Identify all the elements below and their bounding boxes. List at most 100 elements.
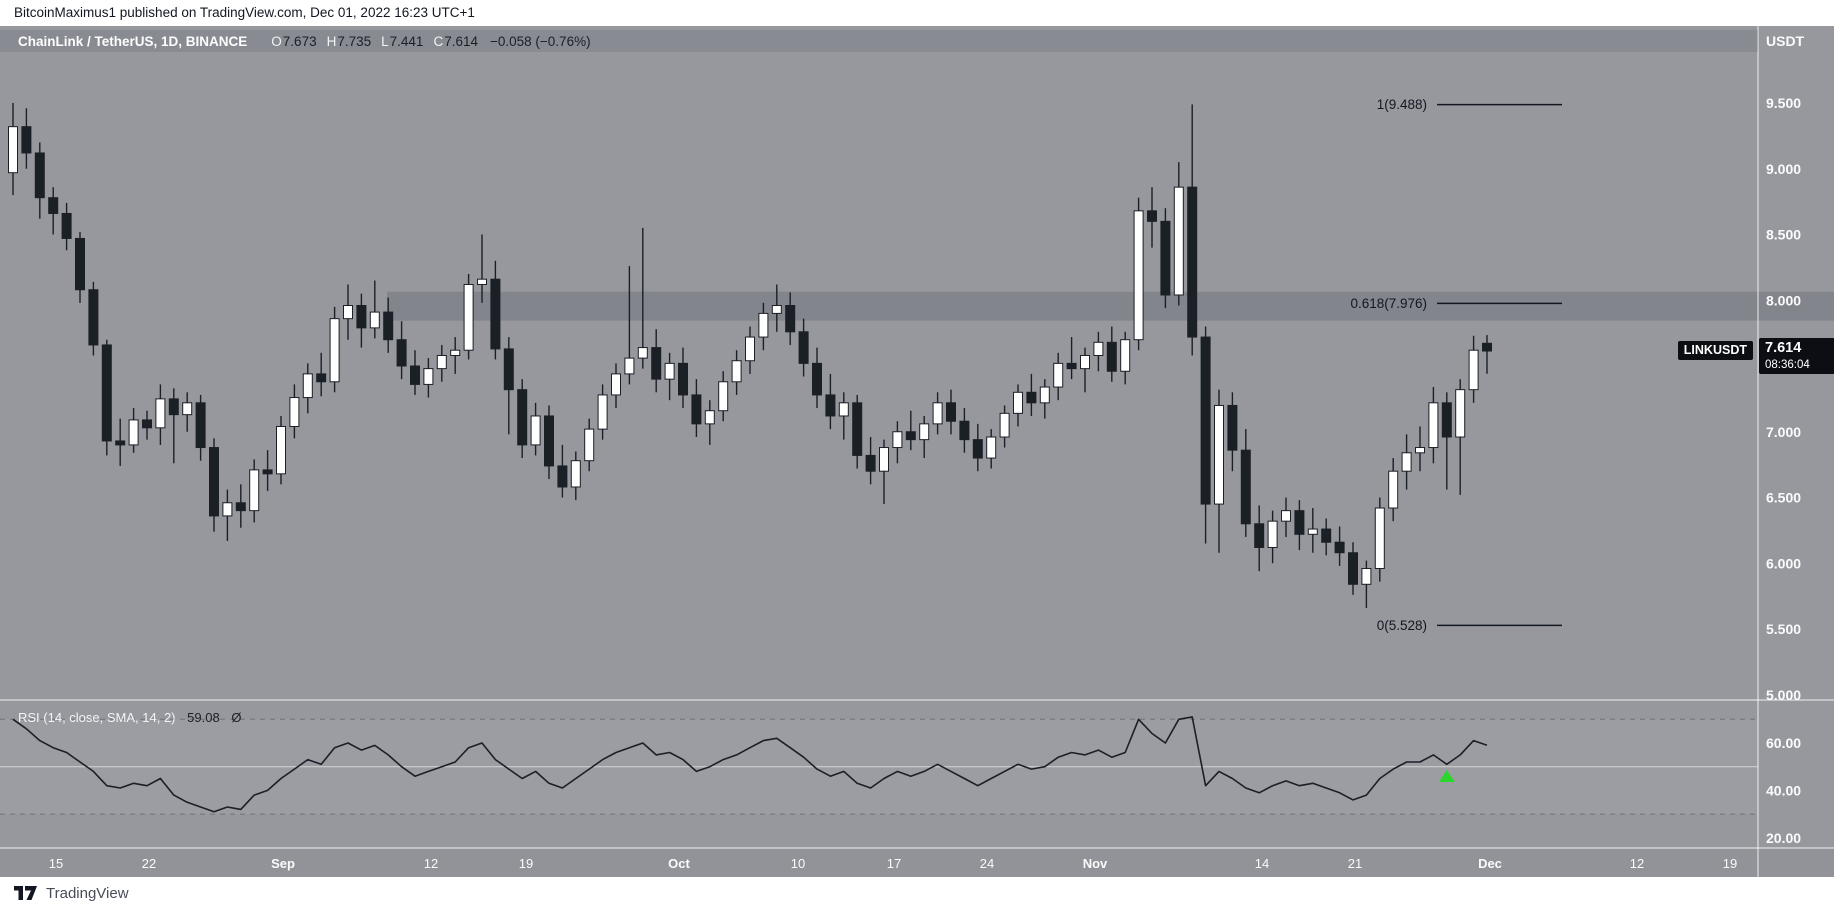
time-axis-month-tick: Nov [1083, 856, 1108, 871]
candle [1374, 497, 1385, 582]
candle [209, 438, 219, 532]
low-label: L [381, 33, 389, 49]
candle [343, 284, 353, 340]
candle [1013, 384, 1023, 427]
candle [182, 392, 193, 432]
price-axis-currency: USDT [1766, 33, 1805, 49]
candle [678, 347, 688, 409]
price-axis[interactable]: USDT9.5009.0008.5008.0007.5007.0006.5006… [1766, 33, 1805, 846]
candle [222, 489, 233, 541]
candle [691, 379, 702, 438]
candle [892, 421, 903, 464]
candle [624, 266, 635, 385]
candle [771, 284, 782, 332]
candle [1093, 331, 1104, 372]
rsi-pane [0, 716, 1758, 815]
time-axis[interactable]: 15 22 Sep 12 19 Oct 10 17 24 Nov 14 21 Dec 12 19 [49, 856, 1737, 871]
tradingview-logo-icon[interactable] [14, 885, 38, 901]
candle [1482, 335, 1492, 374]
time-axis-month-tick: Dec [1478, 856, 1502, 871]
price-axis-tick: 9.500 [1766, 95, 1801, 111]
candle [235, 484, 246, 528]
candle [128, 408, 139, 453]
candle [1106, 326, 1117, 382]
candle [758, 302, 769, 351]
candle [450, 337, 461, 374]
candle [530, 402, 541, 456]
candle [651, 329, 662, 393]
low-value: 7.441 [389, 33, 424, 49]
candle [1388, 458, 1399, 522]
candle [477, 234, 487, 303]
candle [1415, 426, 1425, 472]
bar-countdown: 08:36:04 [1765, 359, 1810, 371]
candle [1227, 392, 1238, 472]
candle [570, 451, 581, 501]
candle [1361, 560, 1372, 608]
candle [1321, 518, 1332, 556]
candle [1468, 335, 1479, 403]
candle [383, 297, 394, 353]
candle [1240, 429, 1251, 537]
candle [1147, 187, 1157, 248]
candle [959, 408, 970, 453]
candle [584, 418, 595, 472]
candlestick-series [8, 103, 1492, 608]
tradingview-brand-text[interactable]: TradingView [46, 884, 129, 902]
candle [852, 394, 863, 469]
candle [1281, 497, 1291, 537]
candle [302, 363, 313, 414]
candle [249, 459, 260, 523]
candle [1455, 379, 1466, 495]
candle [195, 394, 206, 461]
candle [731, 350, 742, 395]
price-and-rsi-plot[interactable]: 1(9.488) 0.618(7.976) 0(5.528) USDT 9.500 9.0… [0, 26, 1834, 877]
candle [75, 231, 85, 303]
candle [932, 392, 943, 435]
price-axis-tick: 6.000 [1766, 555, 1801, 571]
time-axis-day-tick: 22 [142, 856, 156, 871]
candle [718, 371, 729, 422]
time-axis-day-tick: 19 [1723, 856, 1737, 871]
price-axis-tick: 5.000 [1766, 687, 1801, 703]
fib-retracement-tool[interactable]: 1(9.488) 0.618(7.976) 0(5.528) [1350, 97, 1562, 633]
candle [356, 293, 367, 348]
candle [637, 227, 648, 369]
candle [517, 379, 528, 459]
candle [999, 405, 1010, 448]
rsi-axis-tick: 40.00 [1766, 782, 1801, 798]
rsi-up-arrow-marker [1438, 770, 1455, 782]
candle [1120, 331, 1131, 385]
candle [276, 415, 286, 485]
candle [369, 280, 380, 339]
symbol-legend-bar: ChainLink / TetherUS, 1D, BINANCE O 7.673… [0, 30, 1758, 52]
candle [436, 344, 447, 382]
price-axis-tick: 5.500 [1766, 621, 1801, 637]
candle [503, 337, 514, 435]
change-value: −0.058 (−0.76%) [490, 33, 591, 49]
fib-level-label: 0(5.528) [1377, 618, 1427, 633]
candle [1214, 389, 1224, 553]
price-axis-tick: 8.500 [1766, 227, 1801, 243]
price-axis-tick: 8.000 [1766, 292, 1801, 308]
candle [812, 347, 822, 409]
chart-canvas[interactable]: 1(9.488) 0.618(7.976) 0(5.528) USDT 9.500 9.0… [0, 26, 1834, 877]
rsi-value: 59.08 [187, 710, 220, 725]
candle [34, 142, 45, 219]
time-axis-day-tick: 21 [1348, 856, 1362, 871]
candle [490, 260, 501, 360]
candle [21, 108, 32, 169]
candle [879, 439, 889, 505]
price-axis-tick: 6.500 [1766, 490, 1801, 506]
candle [704, 400, 715, 445]
candle [61, 202, 72, 251]
candle [1401, 434, 1412, 490]
time-axis-day-tick: 24 [980, 856, 994, 871]
candle [745, 326, 755, 374]
candle [785, 292, 796, 345]
candle [1066, 337, 1077, 380]
candle [611, 363, 621, 409]
candle [946, 389, 956, 435]
candle [262, 450, 273, 491]
